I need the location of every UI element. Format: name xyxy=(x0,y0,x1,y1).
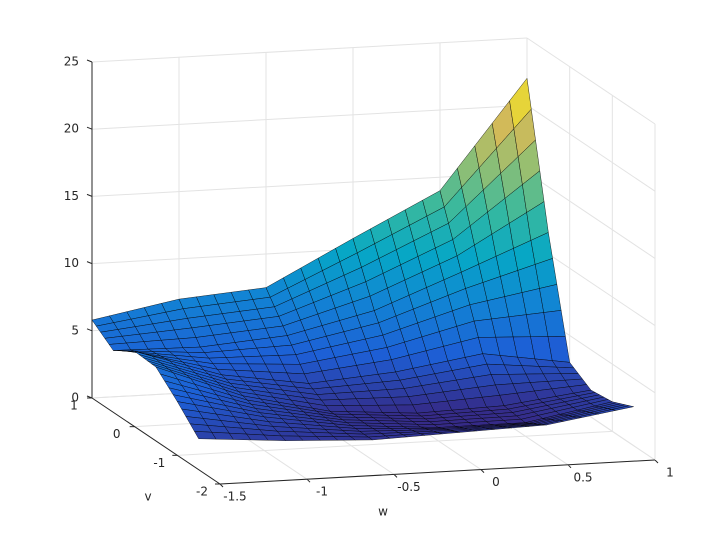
grid-line xyxy=(91,37,528,63)
grid-line xyxy=(177,430,613,456)
surface xyxy=(91,77,634,441)
tick-mark xyxy=(86,395,93,399)
x-axis xyxy=(219,459,656,485)
tick-mark xyxy=(219,483,224,488)
x-tick-label: 0 xyxy=(492,475,500,489)
tick-mark xyxy=(86,193,93,197)
surface-patch xyxy=(611,405,634,411)
y-tick-label: -1 xyxy=(153,456,165,470)
grid-line xyxy=(526,104,656,192)
x-tick-label: 0.5 xyxy=(573,470,592,484)
y-axis xyxy=(91,397,221,485)
tick-mark xyxy=(86,59,93,63)
z-tick-label: 5 xyxy=(71,323,79,337)
grid-line xyxy=(526,171,656,259)
y-axis-label: v xyxy=(144,490,151,504)
z-tick-label: 25 xyxy=(64,55,79,69)
x-tick-label: -1 xyxy=(316,485,328,499)
z-tick-label: 20 xyxy=(64,122,79,136)
tick-mark xyxy=(86,126,93,130)
tick-mark xyxy=(393,474,398,478)
tick-mark xyxy=(306,478,311,483)
grid-line xyxy=(526,37,656,125)
x-tick-label: -0.5 xyxy=(397,480,420,494)
tick-mark xyxy=(86,328,93,332)
z-tick-label: 0 xyxy=(71,391,79,405)
grid-line xyxy=(91,104,528,130)
x-tick-label: -1.5 xyxy=(223,490,246,504)
x-tick-label: 1 xyxy=(666,466,674,480)
x-axis-label: w xyxy=(378,505,388,519)
y-tick-label: 0 xyxy=(113,427,121,441)
y-tick-label: 1 xyxy=(70,399,78,413)
tick-mark xyxy=(86,261,93,265)
y-tick-label: -2 xyxy=(196,485,208,499)
tick-mark xyxy=(654,459,659,464)
tick-mark xyxy=(480,469,485,473)
tick-mark xyxy=(567,464,572,469)
z-tick-label: 10 xyxy=(64,256,79,270)
z-tick-label: 15 xyxy=(64,189,79,203)
